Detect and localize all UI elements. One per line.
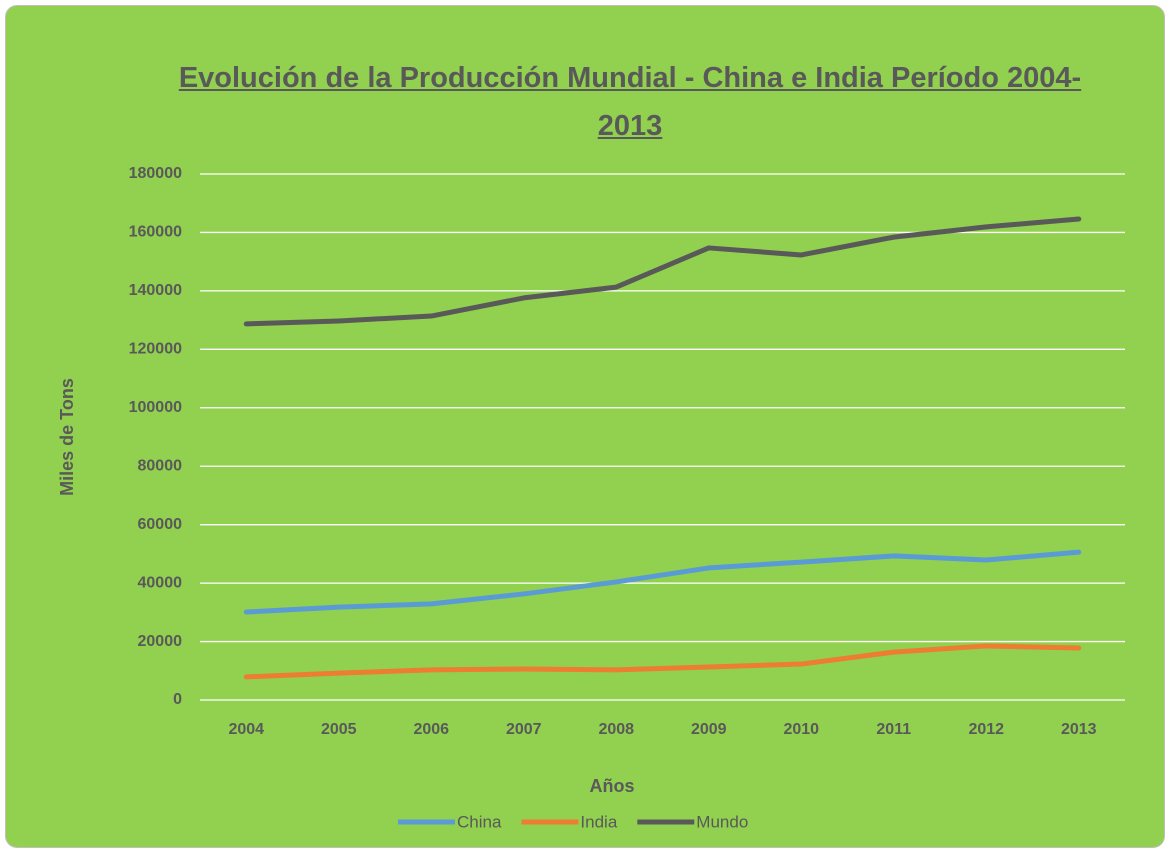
x-tick-label: 2008 [598, 721, 634, 738]
y-tick-label: 60000 [138, 516, 183, 533]
y-tick-label: 140000 [129, 282, 182, 299]
series-line [243, 549, 1082, 615]
y-tick-label: 100000 [129, 399, 182, 416]
y-tick-label: 120000 [129, 341, 182, 358]
chart-area [5, 5, 1165, 848]
x-tick-label: 2006 [413, 721, 449, 738]
x-tick-label: 2005 [321, 721, 357, 738]
chart-title: Evolución de la Producción Mundial - Chi… [178, 62, 1082, 142]
y-tick-label: 160000 [129, 224, 182, 241]
x-tick-label: 2007 [506, 721, 542, 738]
series-line [243, 643, 1082, 680]
legend-label: Mundo [696, 812, 748, 831]
x-tick-label: 2012 [968, 721, 1004, 738]
x-tick-label: 2011 [876, 721, 911, 738]
legend-label: China [457, 812, 502, 831]
y-tick-label: 20000 [138, 633, 183, 650]
series-line [243, 216, 1082, 327]
x-tick-label: 2004 [228, 721, 264, 738]
y-tick-label: 80000 [138, 457, 183, 474]
y-axis-label: Miles de Tons [57, 378, 77, 496]
x-tick-label: 2010 [783, 721, 819, 738]
x-axis-label: Años [590, 776, 635, 796]
y-tick-label: 0 [173, 691, 182, 708]
x-tick-label: 2009 [691, 721, 727, 738]
x-tick-label: 2013 [1061, 721, 1097, 738]
legend-label: India [580, 812, 617, 831]
y-tick-label: 180000 [129, 165, 182, 182]
y-tick-label: 40000 [138, 574, 183, 591]
